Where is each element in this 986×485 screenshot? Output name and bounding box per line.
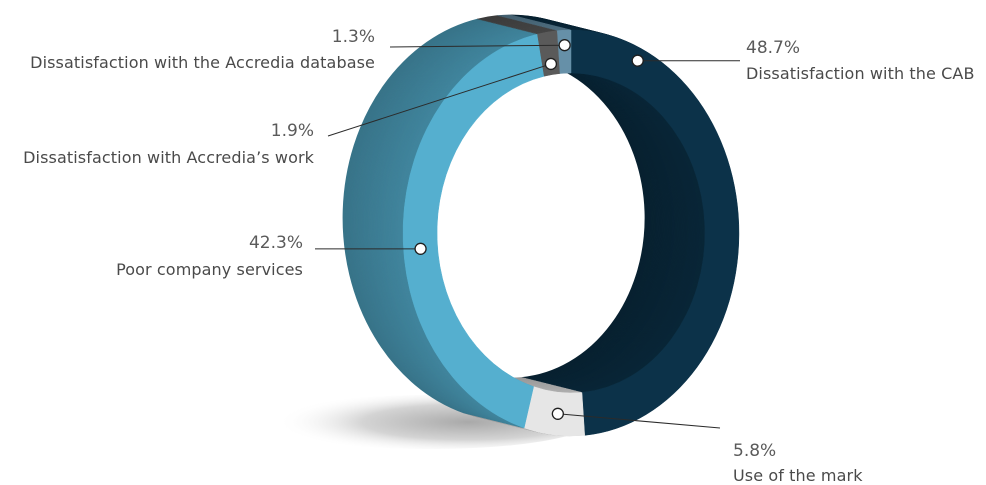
- slice-poor-company-services: [402, 33, 545, 429]
- leader-line-dissatisfaction-with-accredia-s-work: [327, 63, 552, 137]
- slice-dissatisfaction-with-the-cab: [570, 29, 740, 436]
- value-label-accredia-database: 1.3%: [332, 27, 375, 47]
- callout-dot-use-of-the-mark: [551, 407, 564, 420]
- callout-dot-poor-company-services: [414, 242, 427, 255]
- value-label-use-of-the-mark: 5.8%: [733, 441, 776, 461]
- value-label-accredia-work: 1.9%: [271, 121, 314, 141]
- callout-dot-dissatisfaction-with-the-cab: [631, 54, 644, 67]
- leader-line-use-of-the-mark: [557, 413, 721, 429]
- callout-dot-dissatisfaction-with-the-accredia-database: [558, 39, 571, 52]
- leader-line-dissatisfaction-with-the-accredia-database: [389, 44, 565, 48]
- callouts: [315, 39, 740, 429]
- category-label-cab: Dissatisfaction with the CAB: [746, 64, 975, 83]
- category-label-poor-company-services: Poor company services: [116, 260, 303, 279]
- category-label-use-of-the-mark: Use of the mark: [733, 466, 863, 485]
- category-label-accredia-database: Dissatisfaction with the Accredia databa…: [30, 53, 375, 72]
- donut-ring: [342, 14, 740, 437]
- value-label-cab: 48.7%: [746, 38, 800, 58]
- category-label-accredia-work: Dissatisfaction with Accredia’s work: [23, 148, 314, 167]
- callout-dot-dissatisfaction-with-accredia-s-work: [544, 57, 558, 71]
- labels: 48.7% Dissatisfaction with the CAB 5.8% …: [23, 27, 974, 485]
- value-label-poor-company-services: 42.3%: [249, 233, 303, 253]
